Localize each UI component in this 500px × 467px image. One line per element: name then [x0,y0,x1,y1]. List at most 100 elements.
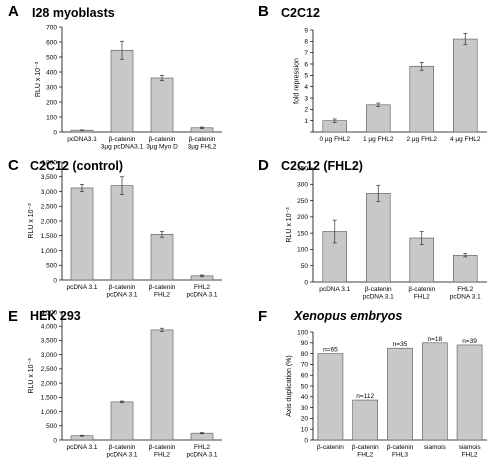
category-label: pcDNA 3.1 [186,452,217,459]
panel-title: C2C12 [281,6,320,20]
panel-title: C2C12 (FHL2) [281,159,363,173]
category-label: pcDNA 3.1 [450,294,481,301]
panel-letter: F [258,308,267,325]
y-tick-label: 1,500 [41,395,58,402]
data-label: n=18 [427,336,442,343]
y-tick-label: 500 [46,54,57,61]
y-tick-label: 9 [304,27,308,34]
y-tick-label: 2,500 [41,366,58,373]
category-label: β-catenin [387,444,414,451]
category-label: 3µg Myo D [146,144,178,151]
panel-a: A I28 myoblasts 0 100 200 300 400 500 600 700 RLU … [8,3,222,151]
y-tick-label: 0 [53,277,57,284]
y-tick-label: 300 [297,182,308,189]
y-tick-label: 350 [297,165,308,172]
y-tick-label: 8 [304,39,308,46]
y-tick-label: 500 [46,263,57,270]
bar-3 [150,329,174,441]
category-label: β-catenin [109,136,136,143]
y-tick-label: 200 [297,214,308,221]
y-tick-label: 400 [46,69,57,76]
category-label: β-catenin [149,136,176,143]
y-tick-label: 2,000 [41,380,58,387]
category-label: pcDNA 3.1 [319,286,350,293]
y-tick-label: 1,500 [41,233,58,240]
y-tick-label: 100 [46,114,57,121]
y-axis-label: fold repression [293,58,300,104]
bar-4 [452,254,478,283]
y-tick-label: 0 [53,129,57,136]
category-label: pcDNA 3.1 [363,294,394,301]
category-label: FHL3 [392,452,408,459]
category-label: FHL2 [462,452,478,459]
category-label: 4 µg FHL2 [450,136,481,143]
panel-letter: A [8,3,19,20]
category-label: β-catenin [109,444,136,451]
y-axis-label: RLU x 10⁻³ [286,207,293,243]
data-label: n=35 [393,341,408,348]
y-axis-label: RLU x 10⁻³ [28,203,35,239]
bar-1 [70,187,94,281]
y-tick-label: 3,000 [41,189,58,196]
y-tick-label: 200 [46,99,57,106]
category-label: β-catenin [317,444,344,451]
y-tick-label: 20 [301,416,309,423]
y-tick-label: 250 [297,198,308,205]
y-tick-label: 40 [301,394,309,401]
y-axis-label: RLU x 10⁻³ [35,61,42,97]
y-tick-label: 6 [304,61,308,68]
y-tick-label: 600 [46,39,57,46]
bar-3 [409,65,435,133]
panel-b: B C2C12 1 2 3 4 5 6 7 8 9 fold repression 0 µg FHL2 1… [258,3,487,143]
category-label: FHL2 [357,452,373,459]
bar-1 [317,353,344,441]
y-tick-label: 100 [297,247,308,254]
y-tick-label: 2,000 [41,218,58,225]
y-tick-label: 70 [301,362,309,369]
category-label: 2 µg FHL2 [407,136,438,143]
category-label: β-catenin [149,444,176,451]
category-label: FHL2 [194,444,210,451]
panel-letter: E [8,308,18,325]
y-tick-label: 3,500 [41,174,58,181]
category-label: β-catenin [149,284,176,291]
y-tick-label: 500 [46,423,57,430]
y-tick-label: 1,000 [41,248,58,255]
category-label: β-catenin [365,286,392,293]
panel-title: I28 myoblasts [32,6,115,20]
y-tick-label: 50 [301,263,309,270]
panel-f: F Xenopus embryos 0 10 20 30 40 50 60 70 80 90 100 Ax… [258,308,487,459]
y-tick-label: 2,500 [41,204,58,211]
category-label: siamois [459,444,482,451]
category-label: pcDNA3.1 [67,136,97,143]
y-tick-label: 300 [46,84,57,91]
category-label: pcDNA 3.1 [186,292,217,299]
y-tick-label: 4,500 [41,309,58,316]
y-axis-label: RLU x 10⁻³ [28,358,35,394]
y-tick-label: 7 [304,50,308,57]
category-label: FHL2 [154,292,170,299]
category-label: pcDNA 3.1 [106,292,137,299]
category-label: β-catenin [189,136,216,143]
data-label: n=39 [462,338,477,345]
bar-2 [110,401,134,441]
bar-3 [387,347,413,441]
bar-2 [110,49,134,133]
bar-3 [150,233,174,281]
bar-3 [150,77,174,133]
y-tick-label: 10 [301,427,309,434]
bar-2 [365,193,391,283]
category-label: 3µg FHL2 [188,144,217,151]
y-tick-label: 30 [301,405,309,412]
y-tick-label: 1,000 [41,409,58,416]
category-label: β-catenin [408,286,435,293]
y-tick-label: 4,000 [41,324,58,331]
category-label: β-catenin [352,444,379,451]
y-tick-label: 150 [297,230,308,237]
panel-e: E HEK 293 0 500 1,000 1,500 2,000 2,500 3,000 3,5… [8,308,222,459]
category-label: pcDNA 3.1 [66,444,97,451]
category-label: FHL2 [414,294,430,301]
bar-4 [421,342,448,441]
bar-4 [452,38,478,133]
